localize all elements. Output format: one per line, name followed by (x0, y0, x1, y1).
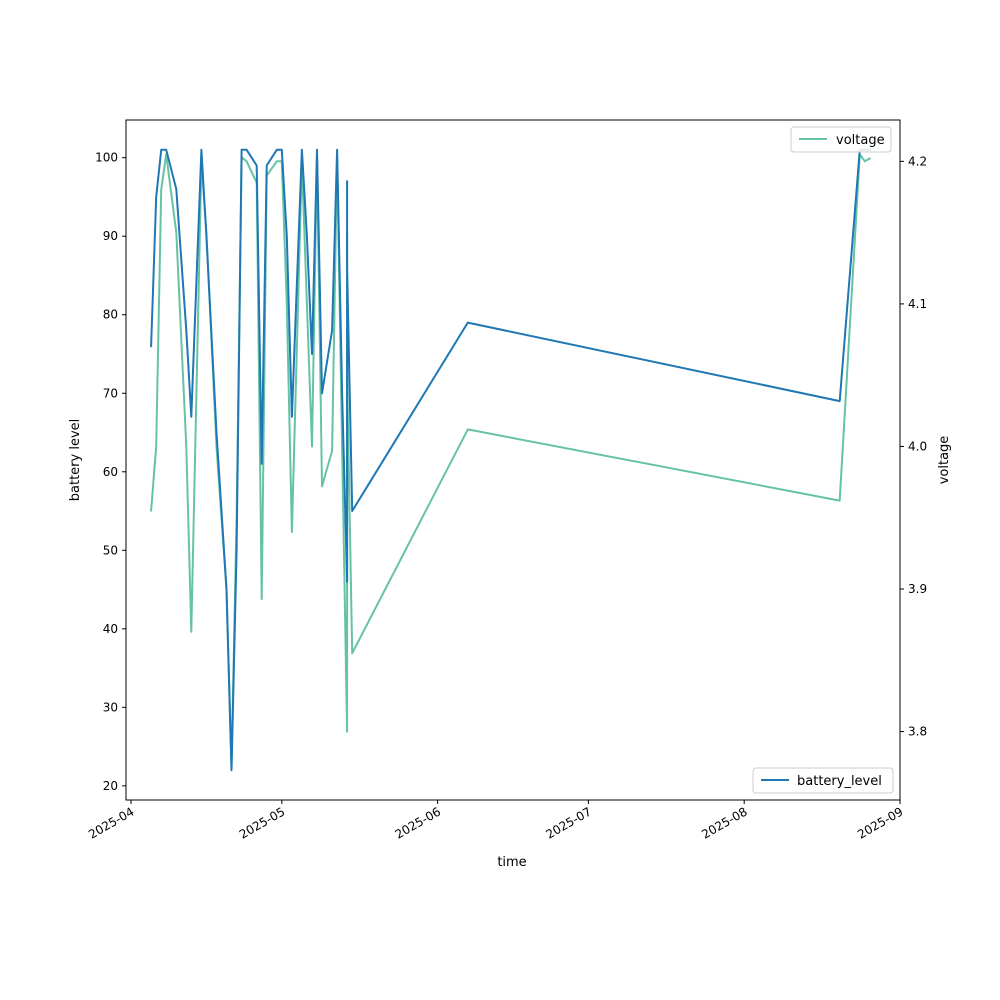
y-left-tick-label: 100 (95, 151, 118, 165)
y-left-tick-label: 60 (103, 465, 118, 479)
x-tick-label: 2025-09 (855, 804, 905, 841)
series-line-battery-level (150, 148, 871, 772)
x-tick-label: 2025-07 (543, 804, 593, 841)
y-left-tick-label: 50 (103, 543, 118, 557)
y-axis-left-label: battery level (68, 419, 83, 502)
y-right-tick-label: 4.1 (908, 297, 927, 311)
y-left-tick-label: 80 (103, 308, 118, 322)
y-axis-left: 20 30 40 50 60 70 80 90 100 (95, 151, 126, 793)
y-right-tick-label: 4.0 (908, 439, 927, 453)
y-left-tick-label: 40 (103, 622, 118, 636)
plot-lines (150, 148, 872, 772)
y-axis-right-label: voltage (937, 436, 952, 485)
legend-battery-level-label: battery_level (797, 774, 882, 789)
legend-voltage-label: voltage (836, 133, 885, 148)
x-axis: 2025-04 2025-05 2025-06 2025-07 2025-08 2025-… (86, 800, 906, 842)
y-right-tick-label: 3.8 (908, 725, 927, 739)
legend-battery-level: battery_level (752, 767, 894, 794)
x-tick-label: 2025-04 (86, 804, 136, 841)
plot-frame (125, 119, 901, 801)
y-left-tick-label: 70 (103, 386, 118, 400)
y-left-tick-label: 20 (103, 779, 118, 793)
x-tick-label: 2025-08 (699, 804, 749, 841)
y-right-tick-label: 3.9 (908, 582, 927, 596)
legend-voltage-box (790, 126, 892, 153)
x-tick-label: 2025-05 (237, 804, 287, 841)
legend-voltage: voltage (790, 126, 892, 153)
y-left-tick-label: 90 (103, 229, 118, 243)
y-right-tick-label: 4.2 (908, 154, 927, 168)
y-axis-right: 3.8 3.9 4.0 4.1 4.2 (900, 154, 927, 739)
x-axis-label: time (497, 855, 526, 870)
legend-battery-level-box (752, 767, 894, 794)
y-left-tick-label: 30 (103, 700, 118, 714)
x-tick-label: 2025-06 (393, 804, 443, 841)
